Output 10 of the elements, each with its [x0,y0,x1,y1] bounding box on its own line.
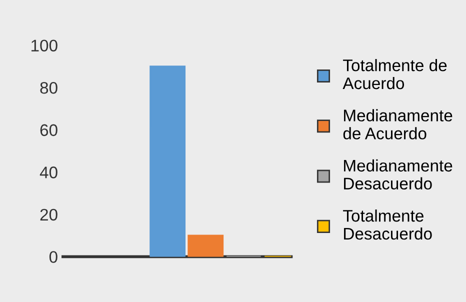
legend-label: Medianamente Desacuerdo [344,159,452,190]
legend-label: Medianamente de Acuerdo [343,109,452,140]
legend-label: Totalmente de Acuerdo [342,59,447,90]
legend-label: Totalmente Desacuerdo [343,209,432,240]
y-tick-label: 60 [40,124,58,136]
y-tick-label: 0 [49,251,58,263]
y-tick-label: 40 [40,166,58,178]
y-tick-label: 20 [40,208,58,221]
y-tick-label: 80 [40,82,58,94]
y-tick-label: 100 [32,40,58,52]
